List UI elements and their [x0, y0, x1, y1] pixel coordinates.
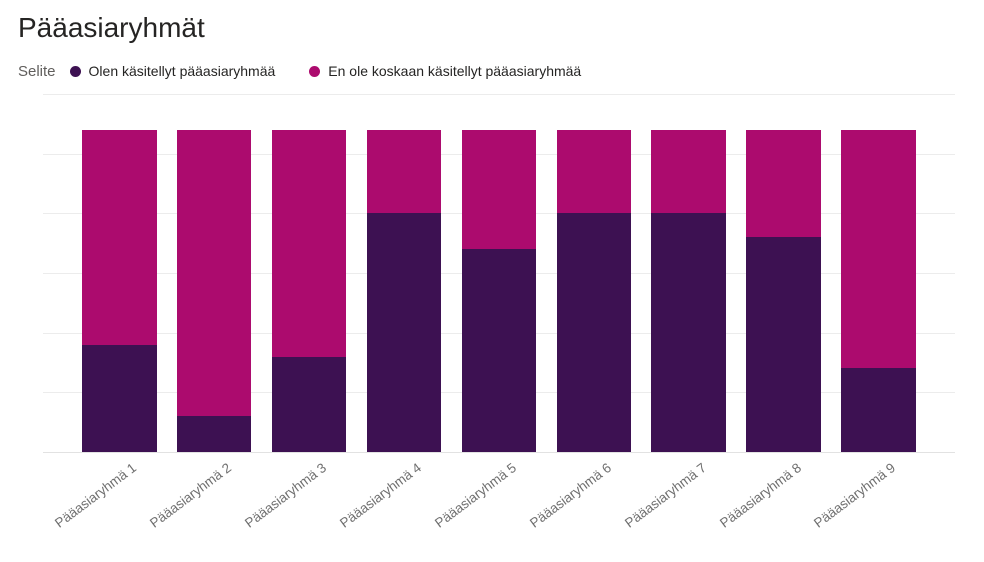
bar-segment-never-handled[interactable] — [271, 129, 347, 357]
bar-segment-never-handled[interactable] — [176, 129, 252, 417]
bar-6 — [556, 129, 631, 452]
plot-area — [43, 94, 955, 453]
bar-segment-handled[interactable] — [461, 249, 537, 452]
bar-7 — [651, 129, 726, 452]
chart-title: Pääasiaryhmät — [18, 12, 205, 43]
gridline — [43, 94, 955, 95]
x-axis-label-1: Pääasiaryhmä 1 — [52, 460, 140, 531]
bar-segment-handled[interactable] — [556, 213, 631, 452]
legend-item-label: En ole koskaan käsitellyt pääasiaryhmää — [328, 63, 582, 79]
legend-title: Selite — [18, 62, 56, 80]
bar-segment-handled[interactable] — [176, 416, 252, 452]
x-axis-label-6: Pääasiaryhmä 6 — [526, 460, 614, 531]
x-axis-label-4: Pääasiaryhmä 4 — [337, 460, 424, 531]
bar-segment-never-handled[interactable] — [461, 129, 537, 250]
bar-segment-never-handled[interactable] — [651, 129, 726, 214]
bar-1 — [82, 129, 157, 452]
bar-8 — [746, 129, 821, 452]
bar-segment-handled[interactable] — [82, 344, 157, 452]
x-axis-label-3: Pääasiaryhmä 3 — [242, 460, 330, 531]
bar-segment-handled[interactable] — [651, 213, 726, 452]
x-axis-label-7: Pääasiaryhmä 7 — [621, 460, 709, 531]
legend: Selite Olen käsitellyt pääasiaryhmää En o… — [18, 61, 615, 81]
bar-segment-never-handled[interactable] — [366, 129, 442, 214]
legend-item-0[interactable]: Olen käsitellyt pääasiaryhmää — [69, 63, 276, 79]
x-axis-line — [43, 452, 955, 453]
bar-segment-handled[interactable] — [841, 368, 916, 452]
bar-segment-handled[interactable] — [746, 237, 821, 452]
bar-4 — [366, 129, 442, 452]
legend-item-label: Olen käsitellyt pääasiaryhmää — [88, 63, 276, 79]
bar-9 — [841, 129, 916, 452]
x-axis-label-9: Pääasiaryhmä 9 — [811, 460, 899, 531]
bar-3 — [271, 129, 347, 452]
x-axis-label-5: Pääasiaryhmä 5 — [431, 460, 519, 531]
legend-item-1[interactable]: En ole koskaan käsitellyt pääasiaryhmää — [309, 63, 581, 79]
legend-items: Olen käsitellyt pääasiaryhmää En ole kosk… — [69, 63, 616, 79]
bar-5 — [461, 129, 537, 452]
bar-segment-handled[interactable] — [366, 213, 442, 452]
legend-color-dot-icon — [69, 65, 81, 77]
bar-segment-handled[interactable] — [271, 356, 347, 452]
x-axis-label-2: Pääasiaryhmä 2 — [147, 460, 235, 531]
bar-2 — [176, 129, 252, 452]
bar-segment-never-handled[interactable] — [746, 129, 821, 238]
bar-segment-never-handled[interactable] — [556, 129, 631, 214]
bar-segment-never-handled[interactable] — [82, 129, 157, 345]
bar-segment-never-handled[interactable] — [841, 129, 916, 369]
legend-color-dot-icon — [309, 65, 321, 77]
x-axis-label-8: Pääasiaryhmä 8 — [716, 460, 804, 531]
